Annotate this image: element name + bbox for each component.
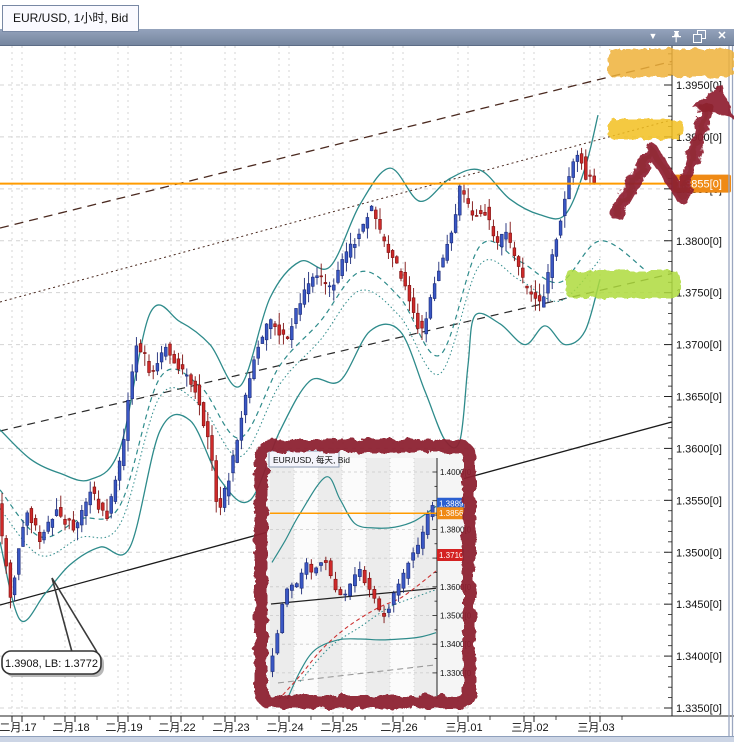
y-axis-label: 1.3950[0] [676, 80, 722, 92]
pin-icon[interactable] [669, 30, 683, 44]
y-axis-label: 1.3750[0] [676, 288, 722, 300]
x-axis-label: 二月.23 [212, 722, 249, 734]
x-axis-label: 三月.03 [577, 722, 614, 734]
upper-resistance-zone [608, 49, 734, 77]
chart-tab[interactable]: EUR/USD, 1小时, Bid [2, 5, 140, 32]
x-axis-label: 二月.17 [0, 722, 37, 734]
inset-chart-body: 1.4000[0 1.3800[0 1.3600[0 1.3500[0 1.3400[0… [266, 450, 472, 699]
inset-bid-tag: 1.3889[5 [439, 500, 471, 509]
chart-tab-label: EUR/USD, 1小时, Bid [13, 11, 129, 25]
window-border [0, 46, 734, 742]
x-axis-label: 三月.01 [445, 722, 482, 734]
x-axis-label: 二月.22 [158, 722, 195, 734]
titlebar-icons: ▼ ✕ [646, 28, 729, 45]
near-resistance-zone [608, 119, 683, 139]
x-axis-label: 二月.18 [52, 722, 89, 734]
inset-grunge-border [254, 439, 476, 709]
inset-y-axis-label: 1.3500[0 [440, 612, 472, 621]
inset-y-axis-label: 1.4000[0 [440, 468, 472, 477]
x-axis-label: 二月.19 [105, 722, 142, 734]
y-axis-label: 1.3800[0] [676, 236, 722, 248]
candlesticks [0, 147, 596, 609]
y-axis-label: 1.3700[0] [676, 340, 722, 352]
bollinger-bands [0, 114, 646, 623]
x-axis-label: 二月.24 [266, 722, 303, 734]
inset-price-tags: 1.3889[5 1.3856[3 1.3710[7 [437, 497, 471, 562]
titlebar-strip [0, 29, 734, 46]
x-axis-label: 二月.25 [320, 722, 357, 734]
indicator-callout[interactable]: 1.3908, LB: 1.3772 [1, 577, 104, 677]
y-axis-label: 1.3550[0] [676, 495, 722, 507]
y-axis-label: 1.3650[0] [676, 392, 722, 404]
inset-y-axis-label: 1.3400[0 [440, 640, 472, 649]
inset-y-axis-label: 1.3300[0 [440, 669, 472, 678]
inset-daily-chart[interactable]: 1.4000[0 1.3800[0 1.3600[0 1.3500[0 1.3400[0… [254, 439, 476, 709]
inset-level-tag: 1.3710[7 [439, 551, 471, 560]
x-axis-label: 三月.02 [511, 722, 548, 734]
window-titlebar: EUR/USD, 1小时, Bid ▼ ✕ [0, 0, 734, 46]
highlight-zones [566, 49, 734, 298]
inset-line-tag: 1.3856[3 [439, 509, 471, 518]
float-window-icon[interactable] [692, 30, 706, 44]
inset-y-axis-label: 1.3800[0 [440, 525, 472, 534]
support-zone [566, 271, 680, 298]
y-axis-label: 1.3450[0] [676, 599, 722, 611]
y-axis-label: 1.3350[0] [676, 703, 722, 715]
y-axis-label: 1.3600[0] [676, 443, 722, 455]
x-axis-label: 二月.26 [380, 722, 417, 734]
y-axis-label: 1.3500[0] [676, 547, 722, 559]
y-axis-label: 1.3400[0] [676, 651, 722, 663]
trend-arrow [609, 83, 734, 220]
callout-label: 1.3908, LB: 1.3772 [5, 658, 98, 670]
dropdown-icon[interactable]: ▼ [648, 31, 658, 41]
inset-y-axis-label: 1.3600[0 [440, 583, 472, 592]
inset-chart-tab-label: EUR/USD, 每天, Bid [273, 455, 350, 465]
close-icon[interactable]: ✕ [717, 30, 727, 42]
